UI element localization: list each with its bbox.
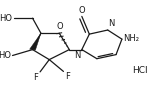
Text: HO: HO <box>0 51 11 60</box>
Text: HCl: HCl <box>132 66 148 75</box>
Text: NH₂: NH₂ <box>124 34 140 43</box>
Text: N: N <box>74 51 80 60</box>
Text: HO: HO <box>0 14 13 23</box>
Text: O: O <box>78 6 85 15</box>
Text: F: F <box>34 73 38 82</box>
Text: O: O <box>57 22 63 31</box>
Text: F: F <box>65 72 70 81</box>
Text: N: N <box>109 19 115 28</box>
Polygon shape <box>30 33 41 50</box>
